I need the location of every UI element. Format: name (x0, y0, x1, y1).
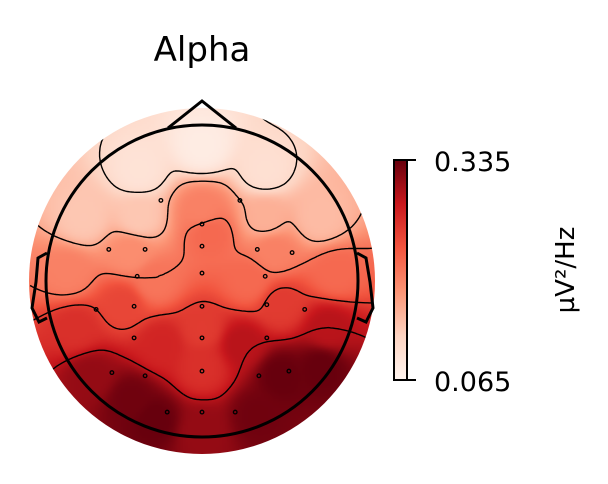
sensor-marker (158, 197, 164, 203)
right-ear-outline (356, 251, 375, 324)
sensor-marker (142, 246, 148, 252)
left-ear-outline (30, 251, 48, 325)
sensor-marker (109, 370, 115, 376)
colorbar: 0.335 0.065 µV²/Hz (393, 147, 581, 398)
sensor-marker (131, 303, 137, 309)
head-circle (44, 123, 360, 439)
sensor-marker (131, 335, 137, 341)
sensor-marker (199, 270, 205, 276)
sensor-marker (289, 250, 295, 256)
sensor-marker (237, 197, 243, 203)
sensor-marker (286, 368, 292, 374)
sensor-marker (199, 243, 205, 249)
head-outline (30, 99, 375, 439)
sensor-marker (199, 335, 205, 341)
sensor-marker (134, 273, 140, 279)
chart-title: Alpha (154, 30, 251, 70)
colorbar-max-label: 0.335 (434, 147, 511, 178)
sensor-marker (254, 246, 260, 252)
contour-line (29, 217, 374, 296)
sensor-marker (302, 306, 308, 312)
sensor-marker (199, 221, 205, 227)
colorbar-bar (393, 159, 408, 381)
sensor-marker (199, 303, 205, 309)
sensor-marker (142, 373, 148, 379)
sensor-marker (262, 273, 268, 279)
sensor-marker (199, 368, 205, 374)
colorbar-min-label: 0.065 (434, 367, 511, 398)
sensor-marker (164, 409, 170, 415)
sensor-marker (232, 409, 238, 415)
topomap (29, 99, 375, 454)
sensor-marker (256, 373, 262, 379)
sensor-marker (93, 306, 99, 312)
sensor-marker (264, 335, 270, 341)
sensor-marker (264, 302, 270, 308)
sensor-markers (93, 197, 308, 415)
power-heatmap (29, 108, 375, 454)
sensor-marker (199, 409, 205, 415)
nose-outline (167, 99, 237, 130)
colorbar-unit-label: µV²/Hz (551, 227, 581, 314)
sensor-marker (106, 246, 112, 252)
